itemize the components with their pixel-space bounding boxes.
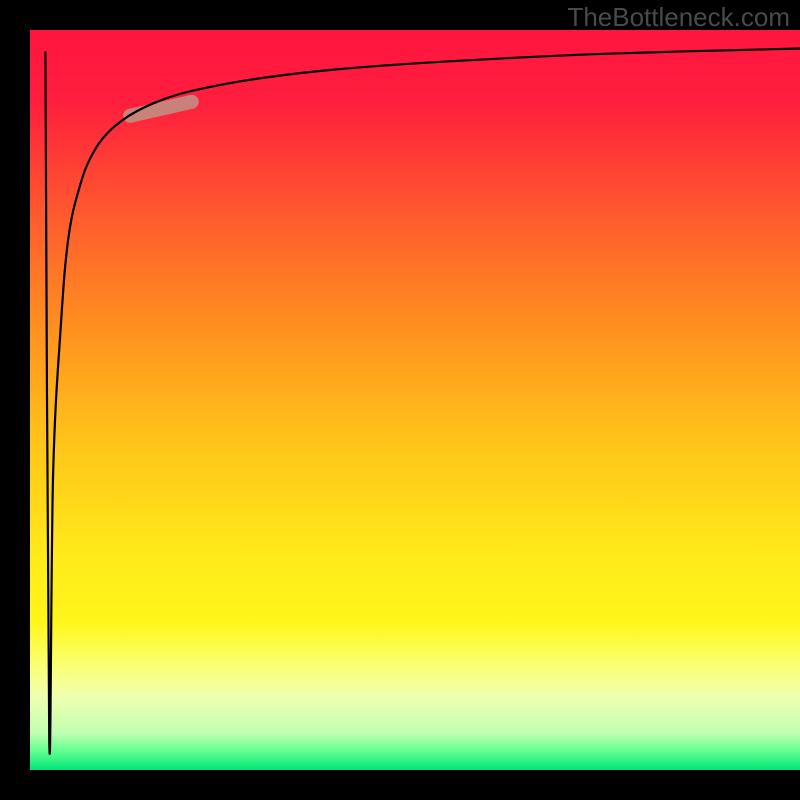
watermark-text: TheBottleneck.com bbox=[567, 2, 790, 33]
curve-layer bbox=[30, 30, 800, 770]
frame-bottom bbox=[0, 770, 800, 800]
plot-area bbox=[30, 30, 800, 770]
main-curve bbox=[45, 49, 800, 754]
frame-left bbox=[0, 0, 30, 800]
